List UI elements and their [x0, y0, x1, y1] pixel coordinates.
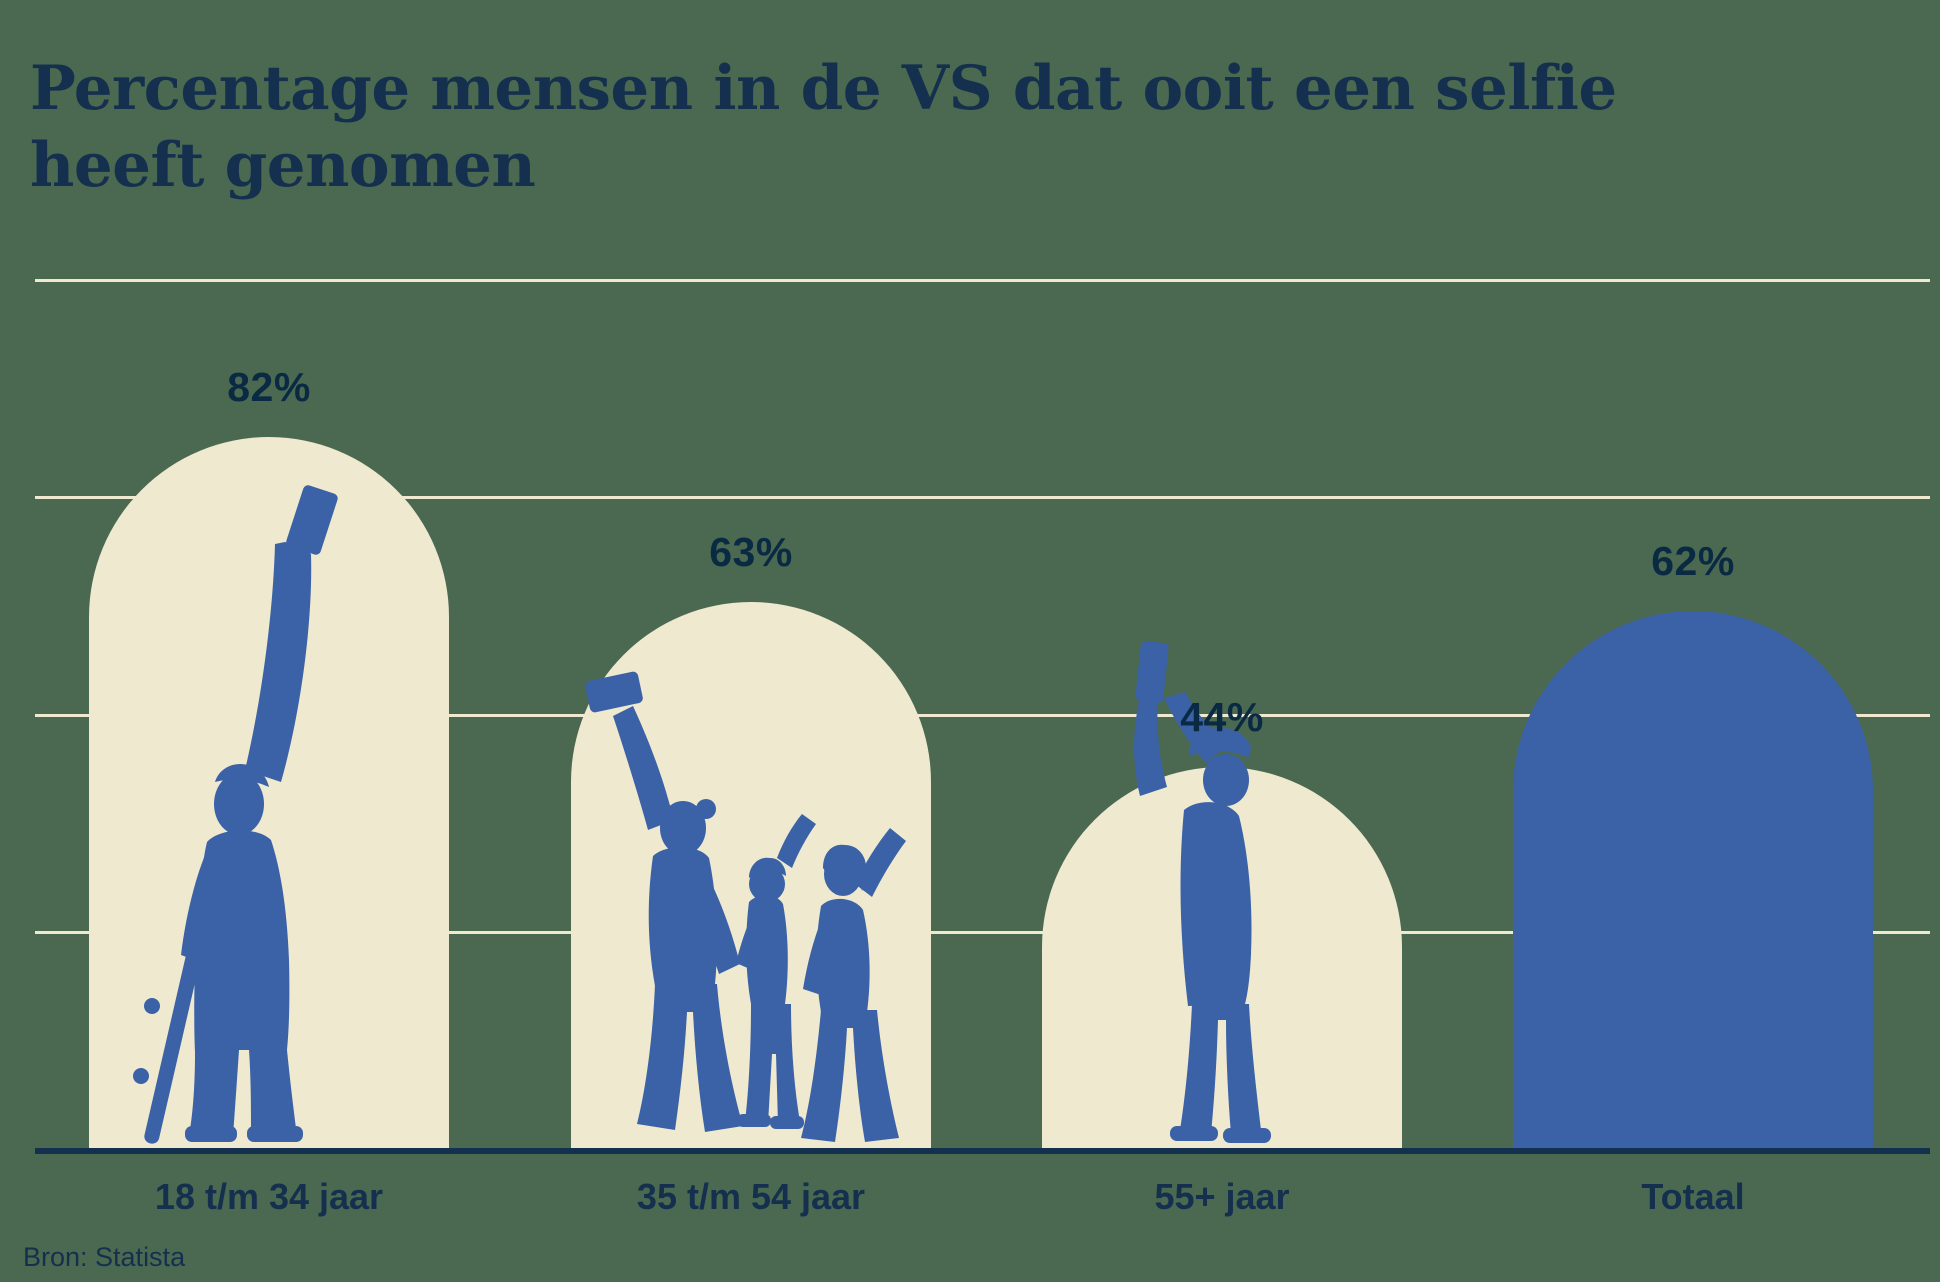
x-axis-baseline: [35, 1148, 1930, 1154]
selfie-skateboarder-illustration: [133, 485, 338, 1144]
gridline-100pct: [35, 278, 1930, 282]
category-label-totaal: Totaal: [1641, 1176, 1745, 1217]
category-label-35-54: 35 t/m 54 jaar: [636, 1176, 866, 1217]
gridline-50pct: [35, 713, 1930, 717]
page-title-line-1: Percentage mensen in de VS dat ooit een …: [30, 52, 1617, 124]
value-label-35-54: 63%: [709, 529, 793, 575]
page-title: Percentage mensen in de VS dat ooit een …: [30, 51, 1670, 205]
selfie-older-man-illustration: [1134, 641, 1271, 1143]
source-note: Bron: Statista: [23, 1242, 186, 1272]
bar-group-18-34: 82% 18 t/m 34 jaar: [89, 0, 449, 1282]
bar-totaal: [1513, 611, 1873, 1150]
gridline-25pct: [35, 931, 1930, 934]
value-label-totaal: 62%: [1651, 538, 1735, 584]
page-title-line-2: heeft genomen: [30, 129, 536, 201]
selfie-family-illustration: [585, 671, 906, 1142]
value-label-18-34: 82%: [227, 364, 311, 410]
bar-group-55plus: 44% 55+ jaar: [1042, 0, 1402, 1282]
value-label-55plus: 44%: [1180, 694, 1264, 740]
gridline-75pct: [35, 496, 1930, 499]
category-label-55plus: 55+ jaar: [1154, 1176, 1290, 1217]
bar-group-35-54: 63% 35 t/m 54 jaar: [571, 0, 931, 1282]
category-label-18-34: 18 t/m 34 jaar: [154, 1176, 384, 1217]
bar-group-totaal: 62% Totaal: [1513, 0, 1873, 1282]
